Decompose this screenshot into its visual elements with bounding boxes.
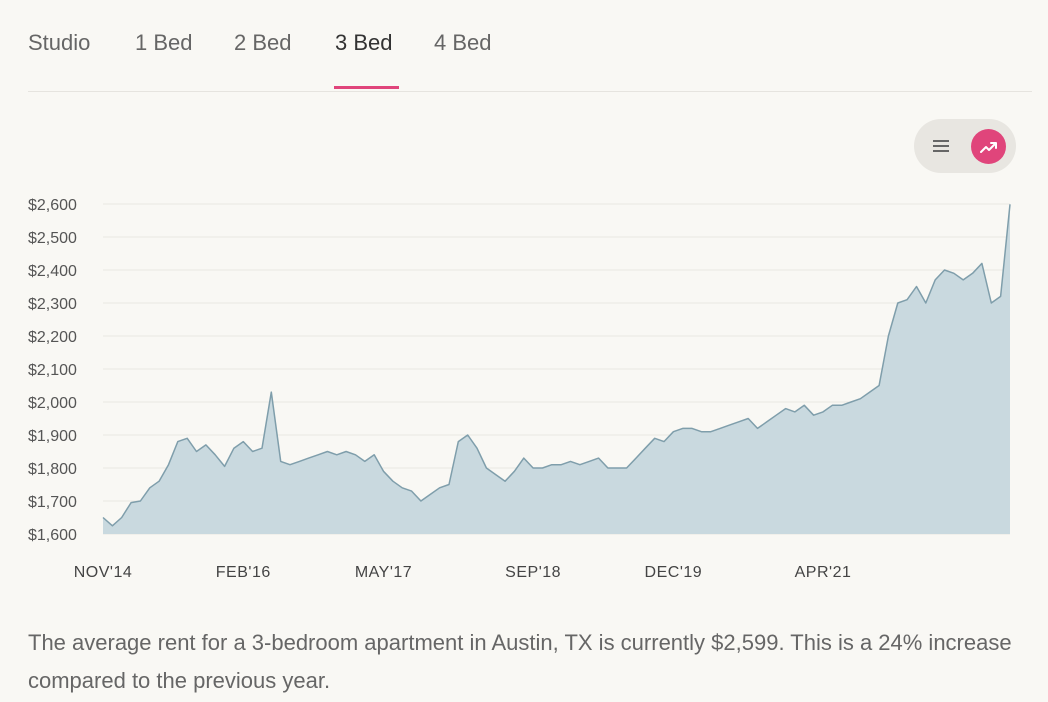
y-tick-label: $1,900 <box>28 428 77 445</box>
y-tick-label: $2,100 <box>28 362 77 379</box>
tab-studio[interactable]: Studio <box>28 30 91 55</box>
x-tick-label: DEC'19 <box>645 564 703 581</box>
rent-series-line <box>102 204 1011 527</box>
chart-view-button[interactable] <box>971 129 1006 164</box>
x-tick-label: MAY'17 <box>355 564 412 581</box>
y-tick-label: $2,500 <box>28 230 77 247</box>
view-toggle <box>914 119 1016 173</box>
trending-up-icon <box>979 141 997 153</box>
y-tick-label: $2,000 <box>28 395 77 412</box>
x-tick-label: NOV'14 <box>74 564 133 581</box>
y-tick-label: $2,300 <box>28 296 77 313</box>
y-tick-label: $2,600 <box>28 197 77 214</box>
tab-4-bed[interactable]: 4 Bed <box>434 30 492 55</box>
active-tab-indicator <box>334 86 399 89</box>
y-tick-label: $2,200 <box>28 329 77 346</box>
x-tick-label: SEP'18 <box>505 564 561 581</box>
y-tick-label: $1,800 <box>28 461 77 478</box>
bedroom-tabs: Studio 1 Bed 2 Bed 3 Bed 4 Bed <box>28 0 1032 92</box>
rent-area-fill <box>103 204 1010 535</box>
x-tick-label: APR'21 <box>795 564 852 581</box>
tab-2-bed[interactable]: 2 Bed <box>234 30 292 55</box>
rent-summary: The average rent for a 3-bedroom apartme… <box>28 630 1012 693</box>
tab-1-bed[interactable]: 1 Bed <box>135 30 193 55</box>
x-tick-label: FEB'16 <box>216 564 271 581</box>
rent-chart: $1,600 $1,700 $1,800 $1,900 $2,000 $2,100 $2,2… <box>28 197 1011 581</box>
y-tick-label: $2,400 <box>28 263 77 280</box>
y-tick-label: $1,600 <box>28 527 77 544</box>
list-view-button[interactable] <box>927 132 955 160</box>
list-icon <box>933 140 949 152</box>
y-tick-label: $1,700 <box>28 494 77 511</box>
tab-3-bed[interactable]: 3 Bed <box>335 30 393 55</box>
